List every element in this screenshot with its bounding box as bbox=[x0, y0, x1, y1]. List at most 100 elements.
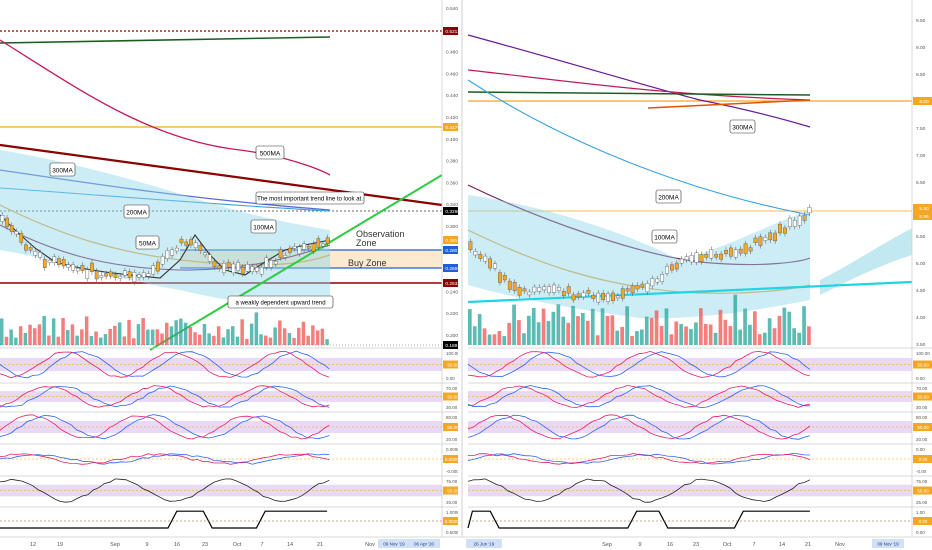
volume-bar bbox=[571, 305, 575, 345]
candle-body bbox=[517, 287, 522, 296]
volume-bar bbox=[743, 308, 747, 345]
volume-bar bbox=[273, 327, 277, 345]
volume-bar bbox=[640, 329, 644, 345]
volume-bar bbox=[198, 334, 202, 345]
candle-body bbox=[591, 294, 596, 299]
volume-bar bbox=[748, 324, 752, 345]
volume-bar bbox=[216, 326, 221, 345]
left-osc-label-bg bbox=[443, 392, 463, 401]
left-time-tick: Oct bbox=[233, 542, 242, 548]
candle-body bbox=[222, 263, 226, 273]
volume-bar bbox=[684, 326, 688, 345]
volume-bar bbox=[188, 327, 193, 345]
candle-body bbox=[512, 282, 517, 291]
right-price-label: 5.96 bbox=[919, 214, 929, 220]
candle-body bbox=[679, 258, 684, 264]
volume-bar bbox=[37, 324, 42, 345]
candle-body bbox=[625, 288, 630, 292]
volume-bar bbox=[649, 317, 654, 345]
right-osc-line bbox=[467, 385, 810, 409]
volume-bar bbox=[113, 325, 117, 345]
right-time-tick: 21 bbox=[805, 542, 811, 548]
volume-bar bbox=[268, 337, 273, 345]
left-price-label: 0.25335 bbox=[445, 281, 463, 287]
right-annotations: 300MA 200MA 100MA bbox=[651, 119, 756, 244]
volume-bar bbox=[18, 326, 23, 345]
left-price-tick: 0.22000 bbox=[446, 311, 464, 317]
right-osc-line bbox=[467, 478, 811, 503]
candle-body bbox=[542, 286, 547, 291]
candle-body bbox=[297, 246, 302, 254]
candle-body bbox=[118, 276, 123, 279]
right-osc-label-bg bbox=[913, 360, 932, 369]
left-chart-pane[interactable]: 500MA 300MA 200MA 100MA 50MA The most im… bbox=[0, 0, 468, 537]
volume-bar bbox=[753, 311, 757, 345]
volume-bar bbox=[492, 334, 497, 345]
candle-body bbox=[783, 227, 787, 234]
candle-body bbox=[302, 243, 306, 250]
candle-body bbox=[146, 273, 151, 277]
candle-body bbox=[719, 253, 724, 260]
right-osc-label-bg bbox=[913, 423, 932, 431]
right-price-tick: 3.50 bbox=[916, 342, 926, 348]
left-price-tick: 0.30000 bbox=[446, 224, 464, 230]
volume-bar bbox=[664, 308, 669, 345]
volume-bar bbox=[282, 328, 287, 345]
candle-body bbox=[255, 267, 259, 272]
volume-bar bbox=[777, 315, 782, 345]
right-volume-bars bbox=[468, 294, 811, 345]
right-price-label: 8.00 bbox=[919, 99, 929, 105]
candle-body bbox=[33, 251, 38, 256]
volume-bar bbox=[325, 339, 329, 345]
left-price-tick: 0.38000 bbox=[446, 159, 464, 165]
right-osc-value-label: 0.00 bbox=[919, 519, 928, 524]
time-axis: 12 19 Sep 9 16 23 Oct 7 14 21 Nov 09 Nov '19 06 Apr … bbox=[0, 536, 932, 548]
left-price-label: 0.26597 bbox=[445, 266, 463, 272]
volume-bar bbox=[723, 319, 728, 345]
candle-body bbox=[325, 237, 330, 244]
left-price-tick: 0.40000 bbox=[446, 137, 464, 143]
candle-body bbox=[743, 243, 748, 254]
left-price-tick: 0.48000 bbox=[446, 50, 464, 56]
volume-bar bbox=[807, 326, 811, 345]
annotation-observation-line1: Observation bbox=[356, 229, 405, 239]
candle-body bbox=[306, 245, 311, 249]
candle-body bbox=[689, 255, 694, 263]
left-osc-line bbox=[0, 414, 330, 440]
candle-body bbox=[797, 215, 802, 226]
volume-bar bbox=[235, 336, 240, 345]
volume-bar bbox=[522, 333, 526, 345]
left-osc-value-label: 0.00000 bbox=[445, 519, 462, 524]
annotation-300ma: 300MA bbox=[52, 168, 73, 175]
annotation-trend-note: The most important trend line to look at… bbox=[257, 197, 363, 203]
volume-bar bbox=[468, 309, 472, 345]
candle-body bbox=[704, 253, 709, 258]
candle-body bbox=[709, 249, 714, 259]
left-price-label-bg bbox=[443, 279, 465, 287]
volume-bar bbox=[306, 335, 310, 345]
right-osc-label-bg bbox=[913, 486, 932, 495]
left-ma500-curve bbox=[0, 39, 331, 176]
volume-bar bbox=[541, 308, 546, 345]
volume-bar bbox=[56, 336, 61, 345]
left-osc-tick: 20.00 bbox=[446, 437, 458, 442]
right-osc-value-label: 0.00 bbox=[919, 457, 928, 462]
right-chart-pane[interactable]: 300MA 200MA 100MA 100.00 0.00 50.00 70.00 30… bbox=[467, 0, 932, 537]
left-ma300-curve bbox=[0, 169, 331, 211]
candle-body bbox=[488, 258, 492, 269]
right-price-tick: 9.00 bbox=[916, 45, 926, 51]
annotation-50ma: 50MA bbox=[139, 241, 157, 248]
left-time-tick: 14 bbox=[287, 542, 293, 548]
candle-body bbox=[184, 241, 189, 246]
left-osc-label-bg bbox=[443, 455, 463, 463]
left-osc-tick: 0.00000 bbox=[446, 447, 463, 452]
volume-bar bbox=[146, 329, 150, 345]
right-osc-tick: -0.00 bbox=[916, 469, 927, 474]
volume-bar bbox=[792, 328, 796, 345]
volume-bar bbox=[136, 324, 141, 345]
right-cloud-future bbox=[820, 228, 912, 295]
candle-body bbox=[473, 250, 478, 256]
annotation-200ma: 200MA bbox=[126, 210, 147, 217]
volume-bar bbox=[254, 312, 259, 345]
volume-bar bbox=[767, 318, 772, 345]
